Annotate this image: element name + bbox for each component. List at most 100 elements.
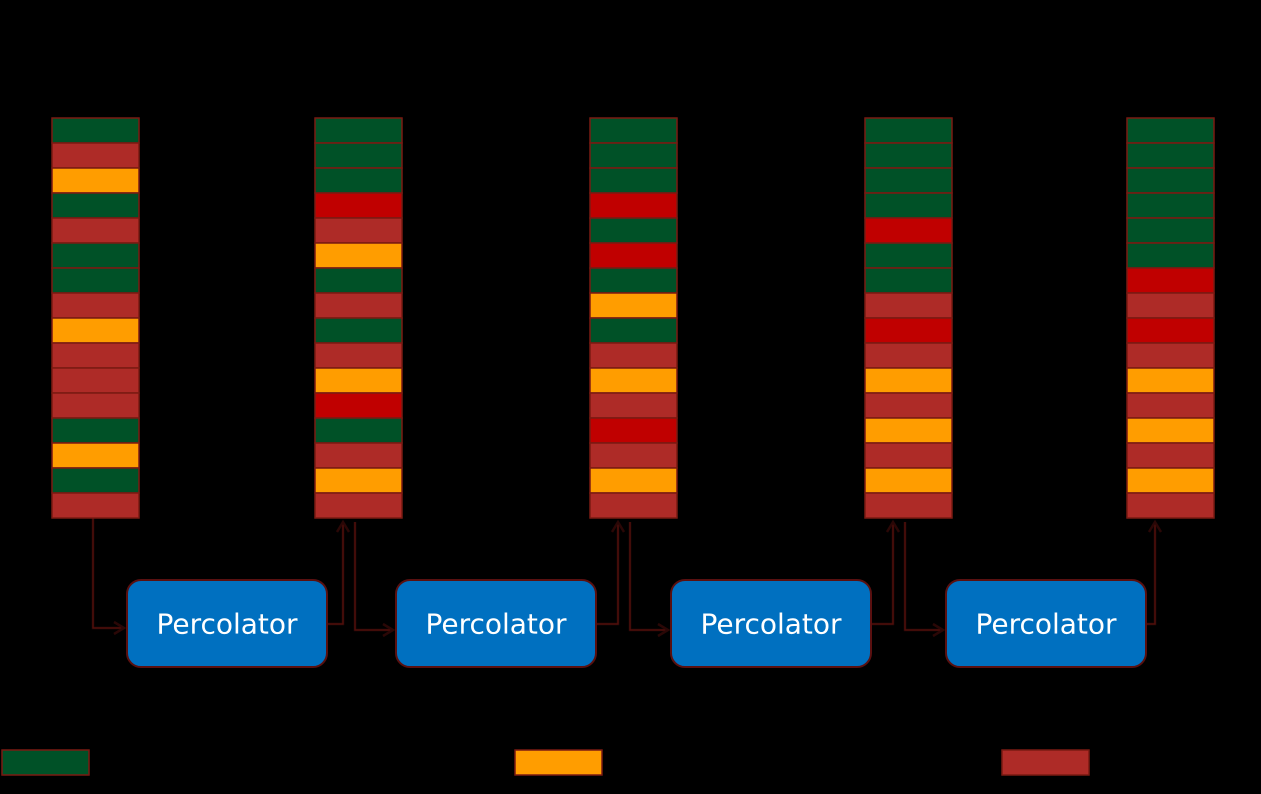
stack-cell-brown — [51, 142, 140, 169]
stack-cell-green — [314, 317, 403, 344]
stack-cell-green — [51, 117, 140, 144]
stack-cell-brown — [51, 217, 140, 244]
percolator-label: Percolator — [975, 608, 1117, 641]
connector-output — [871, 522, 895, 626]
legend-orange-swatch-icon — [514, 749, 603, 776]
stack-3 — [589, 117, 678, 519]
stack-cell-green — [589, 117, 678, 144]
connector-input — [353, 522, 393, 632]
stack-cell-brown — [51, 292, 140, 319]
stack-cell-green — [1126, 167, 1215, 194]
stack-cell-green — [1126, 117, 1215, 144]
stack-cell-red — [314, 192, 403, 219]
stack-cell-brown — [51, 342, 140, 369]
stack-cell-orange — [1126, 367, 1215, 394]
percolator-box-shape — [395, 579, 597, 668]
stack-cell-brown — [864, 392, 953, 419]
stack-cell-brown — [864, 442, 953, 469]
connector-output — [1146, 522, 1157, 626]
percolator-box: Percolator — [670, 579, 872, 668]
stack-cell-red — [589, 242, 678, 269]
stack-cell-green — [51, 242, 140, 269]
percolator-box-shape — [945, 579, 1147, 668]
stack-cell-orange — [1126, 467, 1215, 494]
stack-cell-brown — [314, 492, 403, 519]
connector-output-core — [871, 522, 894, 625]
stack-cell-green — [1126, 242, 1215, 269]
arrowhead-up-icon — [885, 519, 901, 533]
percolator-box: Percolator — [126, 579, 328, 668]
stack-cell-orange — [864, 467, 953, 494]
stack-cell-brown — [314, 292, 403, 319]
legend-green-swatch-icon — [1, 749, 90, 776]
stack-cell-brown — [314, 342, 403, 369]
stack-cell-brown — [1126, 342, 1215, 369]
connector-output-core — [327, 522, 344, 625]
percolator-box: Percolator — [945, 579, 1147, 668]
stack-cell-green — [314, 417, 403, 444]
stack-cell-green — [51, 267, 140, 294]
stack-cell-green — [864, 267, 953, 294]
stack-cell-red — [864, 317, 953, 344]
stack-cell-green — [864, 117, 953, 144]
stack-cell-orange — [589, 467, 678, 494]
connector-input — [91, 518, 124, 630]
stack-cell-orange — [864, 367, 953, 394]
stack-cell-red — [589, 417, 678, 444]
stack-cell-green — [589, 317, 678, 344]
percolator-box-shape — [670, 579, 872, 668]
stack-cell-brown — [51, 367, 140, 394]
legend-brown-swatch-icon — [1001, 749, 1090, 776]
arrowhead-right-icon — [382, 622, 396, 638]
stack-cell-green — [864, 167, 953, 194]
arrowhead-right-icon — [657, 622, 671, 638]
stack-cell-brown — [1126, 442, 1215, 469]
arrowhead-right-icon — [113, 620, 127, 636]
stack-cell-green — [589, 217, 678, 244]
stack-cell-green — [1126, 142, 1215, 169]
stack-cell-brown — [1126, 292, 1215, 319]
connector-input-core — [904, 522, 943, 631]
stack-cell-red — [1126, 267, 1215, 294]
stack-cell-brown — [314, 442, 403, 469]
stack-cell-brown — [1126, 492, 1215, 519]
stack-cell-brown — [589, 492, 678, 519]
connector-output-core — [1146, 522, 1156, 625]
stack-cell-green — [314, 117, 403, 144]
stack-cell-orange — [314, 467, 403, 494]
percolator-box: Percolator — [395, 579, 597, 668]
connector-output — [596, 522, 620, 626]
stack-cell-brown — [864, 342, 953, 369]
stack-cell-orange — [589, 292, 678, 319]
stack-cell-red — [1126, 317, 1215, 344]
stack-cell-green — [1126, 192, 1215, 219]
stack-cell-orange — [51, 442, 140, 469]
stack-cell-green — [51, 417, 140, 444]
percolator-label: Percolator — [156, 608, 298, 641]
stack-cell-brown — [589, 442, 678, 469]
stack-cell-red — [314, 392, 403, 419]
connector-input-core — [354, 522, 393, 631]
arrowhead-up-icon — [335, 519, 351, 533]
connector-input-core — [629, 522, 668, 631]
stack-cell-green — [51, 192, 140, 219]
stack-cell-orange — [1126, 417, 1215, 444]
arrowhead-right-icon — [932, 622, 946, 638]
stack-cell-red — [864, 217, 953, 244]
connector-input — [628, 522, 668, 632]
stack-cell-brown — [589, 392, 678, 419]
percolator-label: Percolator — [425, 608, 567, 641]
stack-cell-brown — [864, 492, 953, 519]
stack-cell-green — [864, 142, 953, 169]
stack-cell-green — [314, 267, 403, 294]
stack-1 — [51, 117, 140, 519]
stack-cell-green — [51, 467, 140, 494]
arrowhead-up-icon — [610, 519, 626, 533]
stack-2 — [314, 117, 403, 519]
stack-cell-orange — [589, 367, 678, 394]
stack-cell-green — [1126, 217, 1215, 244]
stacks-layer — [51, 117, 1215, 519]
stack-cell-brown — [589, 342, 678, 369]
stack-cell-green — [589, 142, 678, 169]
